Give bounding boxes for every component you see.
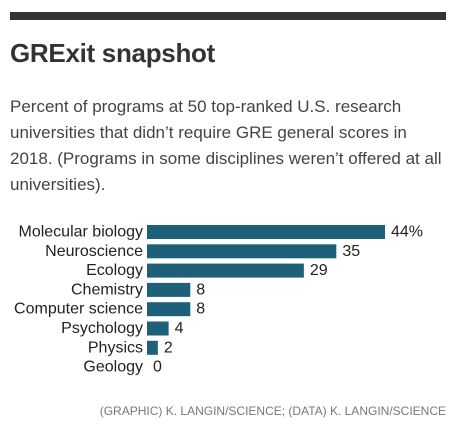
bar-psychology	[147, 321, 169, 336]
bar-chart: Molecular biology 44% Neuroscience 35 Ecolog…	[14, 224, 423, 376]
category-label-psychology: Psychology	[61, 320, 143, 337]
category-label-geology: Geology	[83, 359, 143, 376]
value-label-psychology: 4	[175, 320, 184, 337]
value-label-geology: 0	[153, 359, 162, 376]
bar-ecology	[147, 263, 304, 278]
value-label-chemistry: 8	[196, 281, 205, 298]
category-label-neuroscience: Neuroscience	[45, 243, 143, 260]
category-label-molecular-biology: Molecular biology	[18, 224, 143, 241]
bar-chemistry	[147, 282, 191, 297]
category-label-physics: Physics	[88, 339, 143, 356]
category-label-ecology: Ecology	[86, 262, 143, 279]
category-label-computer-science: Computer science	[14, 301, 143, 318]
top-rule	[10, 12, 446, 20]
category-label-chemistry: Chemistry	[71, 281, 143, 298]
bar-physics	[147, 340, 158, 355]
value-label-neuroscience: 35	[342, 243, 360, 260]
chart-subtitle: Percent of programs at 50 top-ranked U.S…	[10, 97, 442, 194]
bar-neuroscience	[147, 244, 337, 259]
credit-line: (GRAPHIC) K. LANGIN/SCIENCE; (DATA) K. L…	[99, 404, 446, 418]
bar-computer-science	[147, 302, 191, 317]
value-label-computer-science: 8	[196, 301, 205, 318]
value-label-physics: 2	[164, 339, 173, 356]
bar-molecular-biology	[147, 225, 385, 239]
chart-title: GRExit snapshot	[10, 38, 215, 68]
value-label-ecology: 29	[310, 262, 328, 279]
value-label-molecular-biology: 44%	[391, 224, 423, 241]
